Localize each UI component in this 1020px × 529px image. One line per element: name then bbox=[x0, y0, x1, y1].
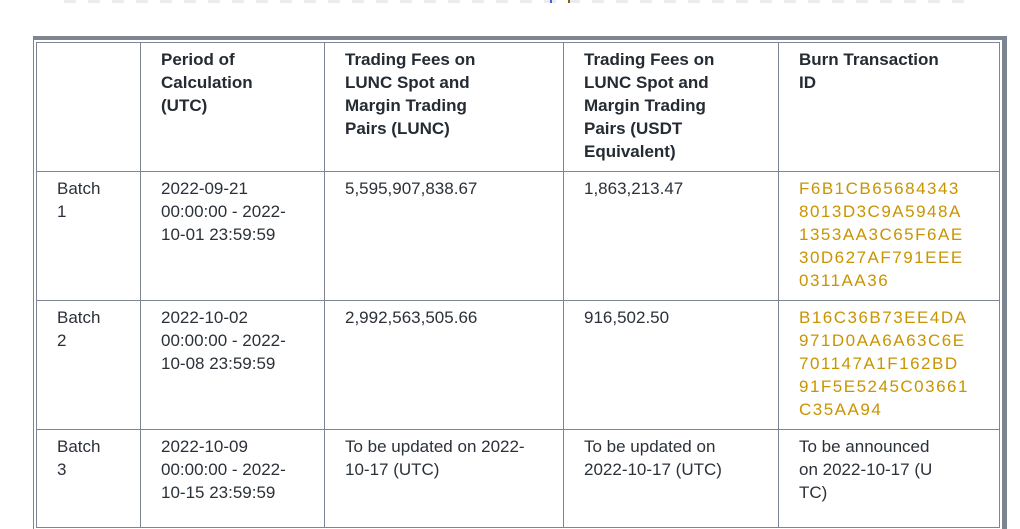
cropped-text-mark bbox=[550, 0, 552, 3]
table-header-row: Period of Calculation (UTC) Trading Fees… bbox=[36, 42, 1000, 172]
batch-cell: Batch 2 bbox=[36, 300, 141, 430]
lunc-burn-table: Period of Calculation (UTC) Trading Fees… bbox=[36, 42, 1000, 528]
column-header-fees-lunc: Trading Fees on LUNC Spot and Margin Tra… bbox=[324, 42, 564, 172]
fees-lunc-value: 2,992,563,505.66 bbox=[345, 308, 478, 327]
fees-usdt-value: 1,863,213.47 bbox=[584, 179, 684, 198]
fees-lunc-cell: To be updated on 2022-10-17 (UTC) bbox=[324, 429, 564, 528]
period-cell: 2022-10-02 00:00:00 - 2022-10-08 23:59:5… bbox=[140, 300, 325, 430]
fees-usdt-value: To be updated on 2022-10-17 (UTC) bbox=[584, 437, 722, 479]
fees-lunc-value: 5,595,907,838.67 bbox=[345, 179, 478, 198]
fees-lunc-value: To be updated on 2022-10-17 (UTC) bbox=[345, 437, 525, 479]
batch-label: Batch 3 bbox=[57, 437, 101, 479]
cropped-text-top bbox=[64, 0, 964, 3]
column-header-fees-lunc-label: Trading Fees on LUNC Spot and Margin Tra… bbox=[345, 50, 476, 138]
burn-txid-link[interactable]: F6B1CB656843438013D3C9A5948A1353AA3C65F6… bbox=[799, 179, 964, 290]
fees-lunc-cell: 5,595,907,838.67 bbox=[324, 171, 564, 301]
column-header-burn-tx: Burn Transaction ID bbox=[778, 42, 1000, 172]
column-header-burn-tx-label: Burn Transaction ID bbox=[799, 50, 939, 92]
burn-table-frame: Period of Calculation (UTC) Trading Fees… bbox=[33, 36, 1007, 529]
burn-tx-cell: To be announced on 2022-10-17 (UTC) bbox=[778, 429, 1000, 528]
table-row-batch-3: Batch 3 2022-10-09 00:00:00 - 2022-10-15… bbox=[36, 429, 1000, 528]
cropped-text-mark bbox=[568, 0, 570, 3]
batch-cell: Batch 1 bbox=[36, 171, 141, 301]
period-value: 2022-09-21 00:00:00 - 2022-10-01 23:59:5… bbox=[161, 179, 286, 244]
column-header-fees-usdt: Trading Fees on LUNC Spot and Margin Tra… bbox=[563, 42, 779, 172]
column-header-fees-usdt-label: Trading Fees on LUNC Spot and Margin Tra… bbox=[584, 50, 715, 161]
column-header-period-label: Period of Calculation (UTC) bbox=[161, 50, 253, 115]
burn-txid-pending-text: To be announced on 2022-10-17 (UTC) bbox=[799, 437, 933, 502]
column-header-empty bbox=[36, 42, 141, 172]
batch-cell: Batch 3 bbox=[36, 429, 141, 528]
period-cell: 2022-09-21 00:00:00 - 2022-10-01 23:59:5… bbox=[140, 171, 325, 301]
fees-lunc-cell: 2,992,563,505.66 bbox=[324, 300, 564, 430]
fees-usdt-cell: To be updated on 2022-10-17 (UTC) bbox=[563, 429, 779, 528]
batch-label: Batch 2 bbox=[57, 308, 101, 350]
burn-tx-cell: B16C36B73EE4DA971D0AA6A63C6E701147A1F162… bbox=[778, 300, 1000, 430]
column-header-period: Period of Calculation (UTC) bbox=[140, 42, 325, 172]
fees-usdt-cell: 916,502.50 bbox=[563, 300, 779, 430]
table-row-batch-1: Batch 1 2022-09-21 00:00:00 - 2022-10-01… bbox=[36, 171, 1000, 301]
period-cell: 2022-10-09 00:00:00 - 2022-10-15 23:59:5… bbox=[140, 429, 325, 528]
fees-usdt-cell: 1,863,213.47 bbox=[563, 171, 779, 301]
batch-label: Batch 1 bbox=[57, 179, 101, 221]
period-value: 2022-10-02 00:00:00 - 2022-10-08 23:59:5… bbox=[161, 308, 286, 373]
table-row-batch-2: Batch 2 2022-10-02 00:00:00 - 2022-10-08… bbox=[36, 300, 1000, 430]
fees-usdt-value: 916,502.50 bbox=[584, 308, 670, 327]
period-value: 2022-10-09 00:00:00 - 2022-10-15 23:59:5… bbox=[161, 437, 286, 502]
burn-txid-link[interactable]: B16C36B73EE4DA971D0AA6A63C6E701147A1F162… bbox=[799, 308, 969, 419]
burn-tx-cell: F6B1CB656843438013D3C9A5948A1353AA3C65F6… bbox=[778, 171, 1000, 301]
